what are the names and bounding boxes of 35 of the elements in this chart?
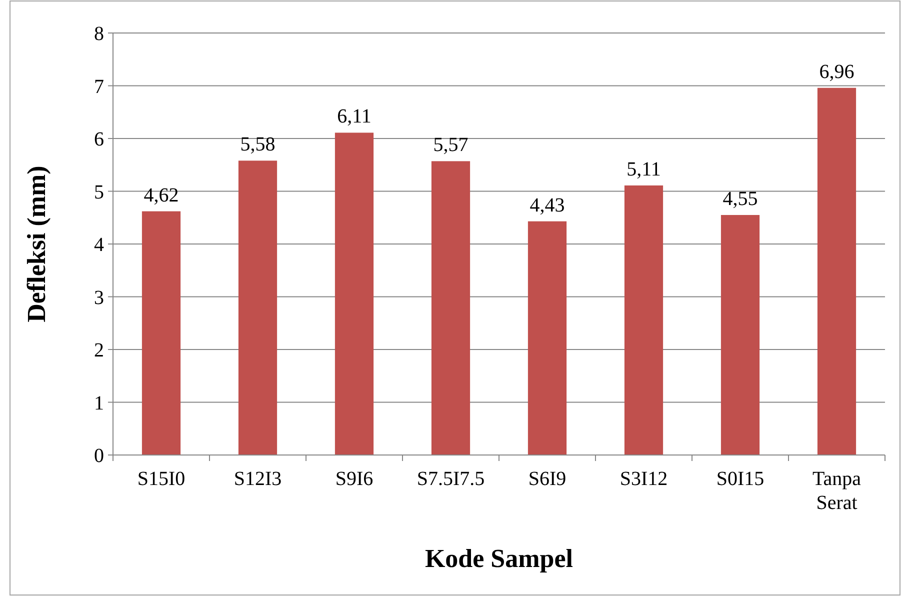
data-label: 6,96: [819, 60, 854, 83]
y-tick-label: 4: [94, 234, 104, 256]
data-label: 4,62: [144, 184, 179, 206]
x-tick-label: S12I3: [234, 468, 282, 490]
data-label: 4,55: [722, 188, 758, 210]
bar: [528, 221, 567, 455]
x-tick-label: S15I0: [137, 468, 186, 490]
y-tick-label: 2: [94, 340, 104, 362]
x-tick-label: S3I12: [620, 468, 668, 490]
bar: [238, 160, 278, 455]
x-tick-label: S9I6: [335, 468, 374, 490]
y-tick-label: 0: [94, 445, 104, 467]
y-tick-label: 5: [94, 181, 104, 204]
data-label: 5,11: [626, 158, 661, 180]
bar: [817, 88, 856, 455]
data-label: 6,11: [337, 106, 372, 128]
y-tick-label: 8: [94, 23, 104, 45]
x-axis-title: Kode Sampel: [424, 544, 574, 573]
x-tick-label: S6I9: [528, 468, 566, 490]
data-label: 4,43: [530, 194, 565, 216]
data-label: 5,57: [433, 134, 468, 156]
bar: [142, 211, 181, 455]
data-label: 5,58: [240, 134, 276, 156]
y-tick-label: 7: [94, 76, 104, 98]
x-tick-label: S7.5I7.5: [416, 468, 485, 490]
y-axis-title: Defleksi (mm): [22, 166, 51, 322]
y-tick-label: 1: [94, 392, 104, 414]
x-tick-label: Tanpa Serat: [812, 468, 862, 514]
x-tick-label: S0I15: [716, 468, 764, 490]
bar: [334, 132, 374, 455]
bar: [624, 185, 664, 455]
bar: [720, 214, 760, 455]
y-tick-label: 3: [94, 286, 104, 309]
y-tick-label: 6: [94, 128, 104, 150]
bar: [431, 161, 470, 455]
